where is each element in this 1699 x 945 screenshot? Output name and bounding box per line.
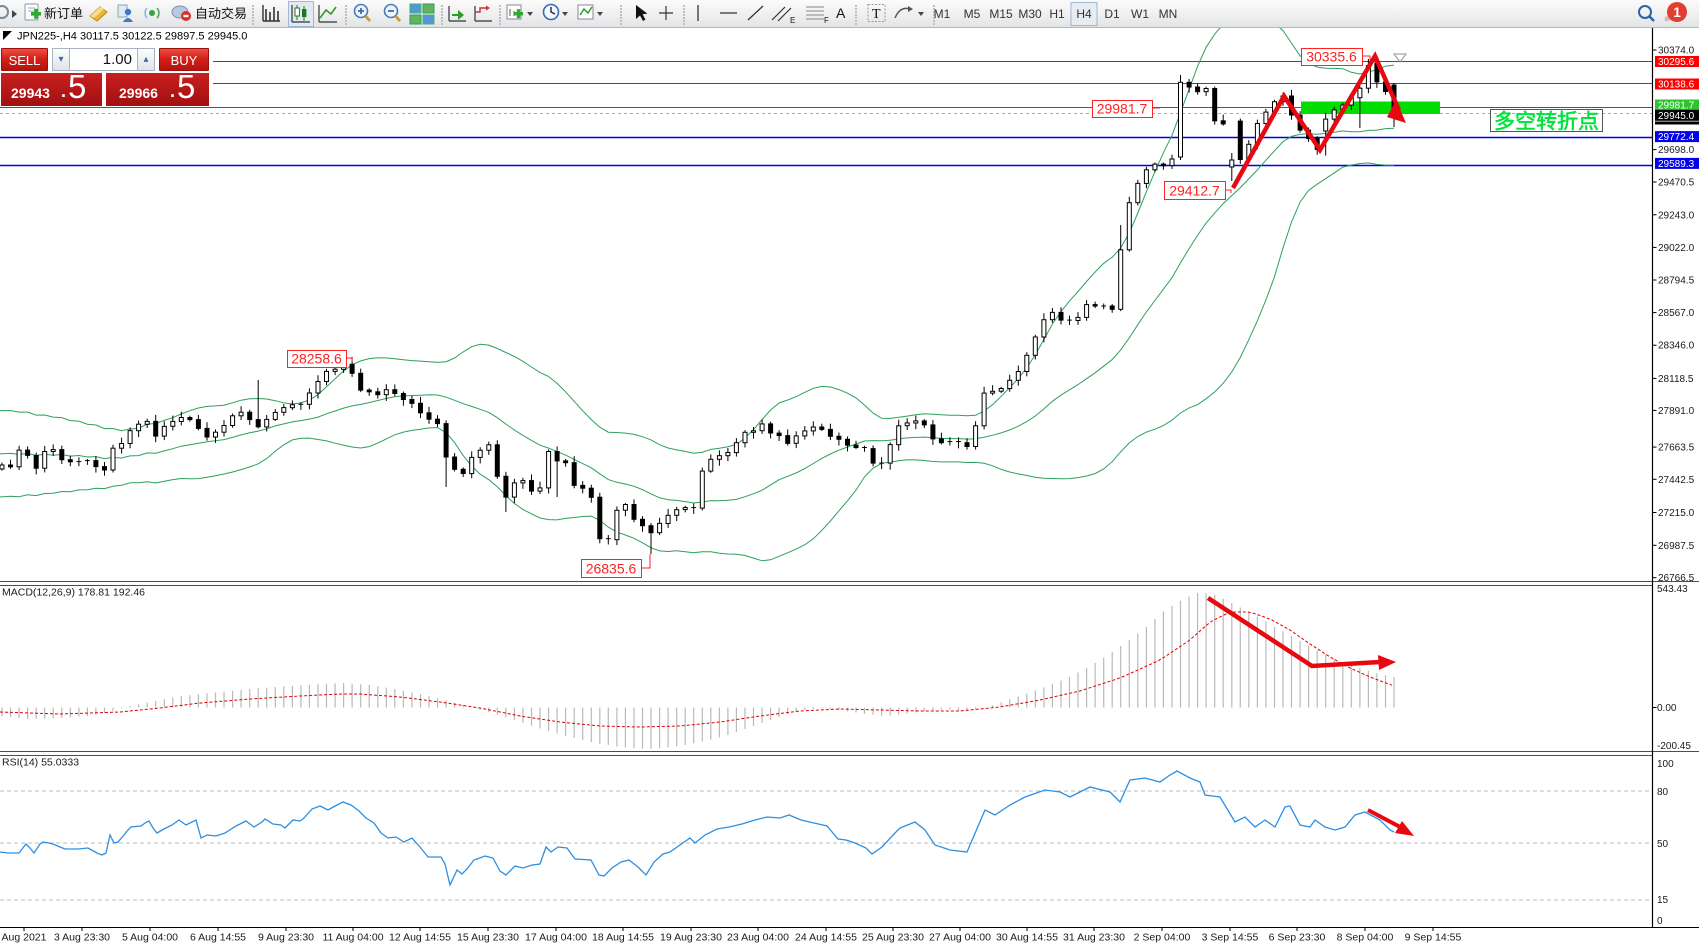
- svg-text:9 Aug 23:30: 9 Aug 23:30: [258, 932, 314, 944]
- svg-text:24 Aug 14:55: 24 Aug 14:55: [795, 932, 857, 944]
- svg-text:30138.6: 30138.6: [1658, 80, 1695, 91]
- svg-text:Aug 2021: Aug 2021: [2, 932, 47, 944]
- svg-text:25 Aug 23:30: 25 Aug 23:30: [862, 932, 924, 944]
- svg-text:JPN225-,H4 30117.5 30122.5 29: JPN225-,H4 30117.5 30122.5 29897.5 29945…: [17, 31, 247, 43]
- svg-text:1: 1: [1673, 4, 1681, 20]
- svg-text:27891.0: 27891.0: [1658, 406, 1695, 417]
- svg-text:27663.5: 27663.5: [1658, 443, 1695, 454]
- svg-text:100: 100: [1657, 759, 1674, 770]
- svg-text:28258.6: 28258.6: [291, 351, 342, 367]
- svg-text:30335.6: 30335.6: [1306, 49, 1357, 65]
- svg-text:2 Sep 04:00: 2 Sep 04:00: [1134, 932, 1191, 944]
- svg-text:A: A: [836, 5, 846, 21]
- svg-text:5 Aug 04:00: 5 Aug 04:00: [122, 932, 178, 944]
- svg-text:28794.5: 28794.5: [1658, 276, 1695, 287]
- svg-text:M15: M15: [989, 7, 1013, 21]
- svg-text:H4: H4: [1076, 7, 1092, 21]
- svg-text:31 Aug 23:30: 31 Aug 23:30: [1063, 932, 1125, 944]
- svg-text:3 Aug 23:30: 3 Aug 23:30: [54, 932, 110, 944]
- svg-text:6 Aug 14:55: 6 Aug 14:55: [190, 932, 246, 944]
- svg-text:29022.0: 29022.0: [1658, 243, 1695, 254]
- svg-text:M30: M30: [1018, 7, 1042, 21]
- svg-text:29589.3: 29589.3: [1658, 159, 1695, 170]
- svg-text:23 Aug 04:00: 23 Aug 04:00: [727, 932, 789, 944]
- svg-text:28567.0: 28567.0: [1658, 308, 1695, 319]
- svg-text:29945.0: 29945.0: [1658, 111, 1695, 122]
- svg-text:D1: D1: [1104, 7, 1120, 21]
- svg-text:29981.7: 29981.7: [1097, 101, 1148, 117]
- svg-text:26835.6: 26835.6: [586, 561, 637, 577]
- svg-text:28346.0: 28346.0: [1658, 341, 1695, 352]
- svg-text:9 Sep 14:55: 9 Sep 14:55: [1405, 932, 1462, 944]
- svg-text:T: T: [872, 7, 881, 22]
- svg-text:15: 15: [1657, 895, 1669, 906]
- svg-text:18 Aug 14:55: 18 Aug 14:55: [592, 932, 654, 944]
- svg-text:6 Sep 23:30: 6 Sep 23:30: [1269, 932, 1326, 944]
- svg-text:15 Aug 23:30: 15 Aug 23:30: [457, 932, 519, 944]
- svg-text:-200.45: -200.45: [1657, 741, 1691, 752]
- svg-text:27442.5: 27442.5: [1658, 475, 1695, 486]
- svg-text:0.00: 0.00: [1657, 703, 1677, 714]
- svg-text:29981.7: 29981.7: [1658, 101, 1695, 112]
- svg-text:M1: M1: [934, 7, 951, 21]
- svg-text:M5: M5: [964, 7, 981, 21]
- svg-text:0: 0: [1657, 916, 1663, 927]
- svg-text:30374.0: 30374.0: [1658, 46, 1695, 57]
- svg-text:543.43: 543.43: [1657, 584, 1688, 595]
- svg-text:W1: W1: [1131, 7, 1149, 21]
- svg-text:27215.0: 27215.0: [1658, 508, 1695, 519]
- svg-text:RSI(14) 55.0333: RSI(14) 55.0333: [2, 757, 79, 769]
- svg-text:26766.5: 26766.5: [1658, 573, 1695, 584]
- svg-text:8 Sep 04:00: 8 Sep 04:00: [1337, 932, 1394, 944]
- svg-text:50: 50: [1657, 839, 1669, 850]
- svg-text:27 Aug 04:00: 27 Aug 04:00: [929, 932, 991, 944]
- svg-text:29470.5: 29470.5: [1658, 178, 1695, 189]
- svg-text:MACD(12,26,9) 178.81 192.46: MACD(12,26,9) 178.81 192.46: [2, 587, 145, 599]
- svg-text:19 Aug 23:30: 19 Aug 23:30: [660, 932, 722, 944]
- svg-text:29243.0: 29243.0: [1658, 210, 1695, 221]
- svg-text:29412.7: 29412.7: [1169, 183, 1220, 199]
- svg-text:MN: MN: [1159, 7, 1178, 21]
- svg-text:F: F: [824, 16, 829, 25]
- svg-text:80: 80: [1657, 787, 1669, 798]
- svg-text:29698.0: 29698.0: [1658, 145, 1695, 156]
- svg-text:E: E: [790, 16, 795, 25]
- svg-text:29772.4: 29772.4: [1658, 132, 1695, 143]
- svg-text:30295.6: 30295.6: [1658, 57, 1695, 68]
- svg-text:3 Sep 14:55: 3 Sep 14:55: [1202, 932, 1259, 944]
- svg-text:17 Aug 04:00: 17 Aug 04:00: [525, 932, 587, 944]
- svg-text:30 Aug 14:55: 30 Aug 14:55: [996, 932, 1058, 944]
- svg-text:26987.5: 26987.5: [1658, 541, 1695, 552]
- svg-text:28118.5: 28118.5: [1658, 374, 1694, 385]
- svg-text:H1: H1: [1049, 7, 1065, 21]
- svg-text:12 Aug 14:55: 12 Aug 14:55: [389, 932, 451, 944]
- svg-text:11 Aug 04:00: 11 Aug 04:00: [322, 932, 383, 944]
